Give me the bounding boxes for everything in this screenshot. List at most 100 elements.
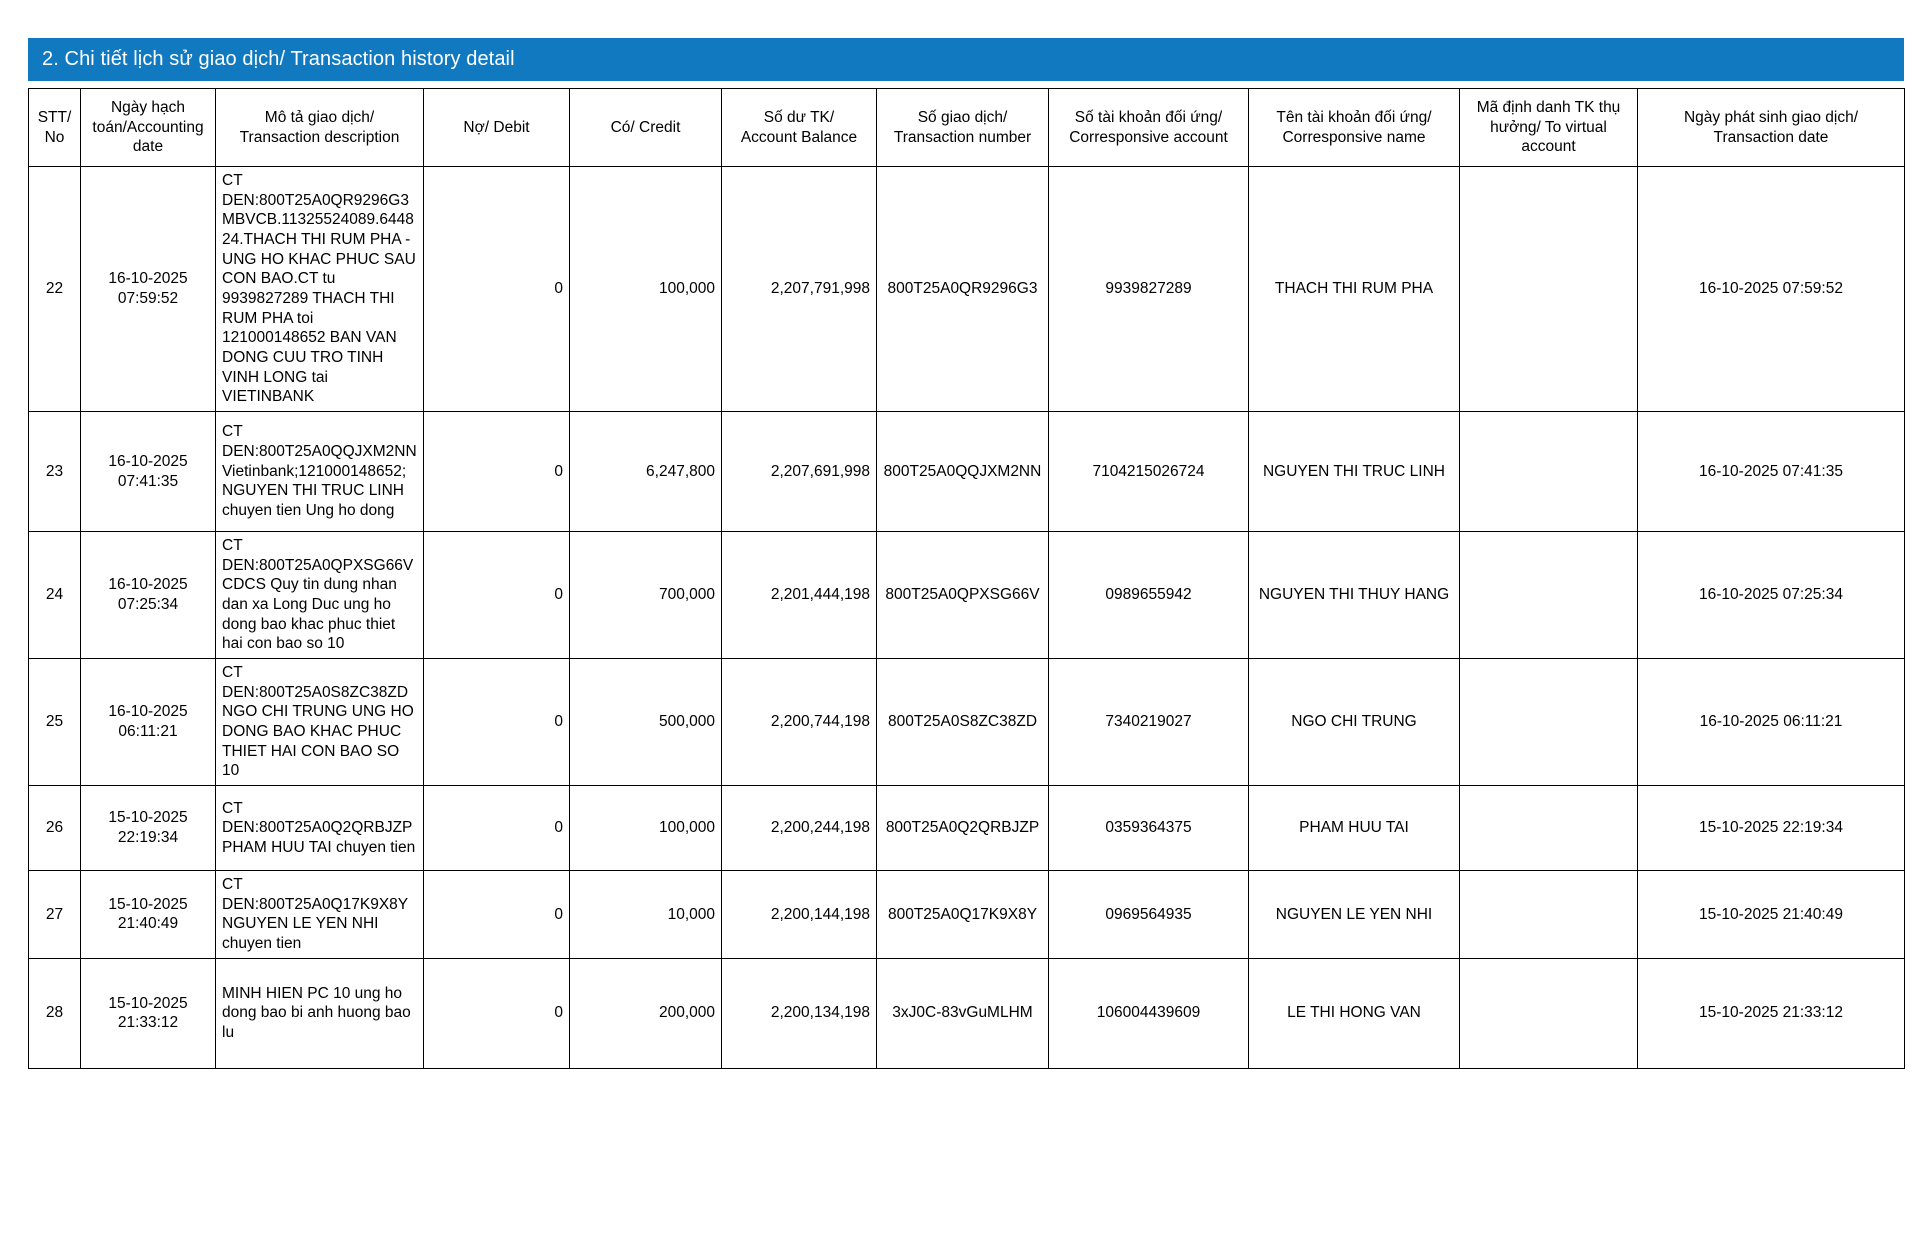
table-row: 27 15-10-2025 21:40:49 CT DEN:800T25A0Q17K…	[28, 870, 1905, 959]
cell-debit: 0	[423, 785, 570, 872]
cell-description: MINH HIEN PC 10 ung ho dong bao bi anh h…	[215, 957, 424, 1069]
cell-credit: 700,000	[569, 531, 722, 660]
cell-stt: 28	[28, 957, 81, 1069]
cell-corresponsive-account: 106004439609	[1048, 957, 1249, 1069]
column-header-accounting-date: Ngày hạch toán/Accounting date	[80, 87, 216, 168]
cell-transaction-date: 16-10-2025 06:11:21	[1637, 658, 1905, 787]
cell-accounting-date: 15-10-2025 21:33:12	[80, 957, 216, 1069]
table-row: 22 16-10-2025 07:59:52 CT DEN:800T25A0QR92…	[28, 166, 1905, 413]
cell-debit: 0	[423, 531, 570, 660]
cell-virtual-account	[1459, 166, 1638, 413]
cell-corresponsive-name: THACH THI RUM PHA	[1248, 166, 1460, 413]
cell-description: CT DEN:800T25A0QR9296G3 MBVCB.1132552408…	[215, 166, 424, 413]
cell-virtual-account	[1459, 785, 1638, 872]
cell-debit: 0	[423, 411, 570, 533]
cell-accounting-date: 16-10-2025 07:41:35	[80, 411, 216, 533]
cell-transaction-date: 16-10-2025 07:25:34	[1637, 531, 1905, 660]
cell-stt: 25	[28, 658, 81, 787]
table-row: 24 16-10-2025 07:25:34 CT DEN:800T25A0QPXS…	[28, 531, 1905, 660]
cell-corresponsive-name: NGO CHI TRUNG	[1248, 658, 1460, 787]
cell-stt: 22	[28, 166, 81, 413]
cell-balance: 2,207,691,998	[721, 411, 877, 533]
cell-credit: 100,000	[569, 166, 722, 413]
cell-stt: 27	[28, 870, 81, 959]
cell-corresponsive-account: 0969564935	[1048, 870, 1249, 959]
table-body: 22 16-10-2025 07:59:52 CT DEN:800T25A0QR92…	[28, 166, 1905, 1069]
column-header-balance: Số dư TK/ Account Balance	[721, 87, 877, 168]
cell-transaction-date: 15-10-2025 22:19:34	[1637, 785, 1905, 872]
cell-description: CT DEN:800T25A0QQJXM2NN Vietinbank;12100…	[215, 411, 424, 533]
cell-corresponsive-account: 0989655942	[1048, 531, 1249, 660]
column-header-stt: STT/ No	[28, 87, 81, 168]
cell-accounting-date: 15-10-2025 21:40:49	[80, 870, 216, 959]
column-header-corresponsive-account: Số tài khoản đối ứng/ Corresponsive acco…	[1048, 87, 1249, 168]
cell-balance: 2,200,744,198	[721, 658, 877, 787]
cell-debit: 0	[423, 957, 570, 1069]
cell-balance: 2,201,444,198	[721, 531, 877, 660]
cell-virtual-account	[1459, 411, 1638, 533]
cell-transaction-number: 800T25A0Q17K9X8Y	[876, 870, 1049, 959]
cell-debit: 0	[423, 166, 570, 413]
column-header-transaction-date: Ngày phát sinh giao dịch/ Transaction da…	[1637, 87, 1905, 168]
cell-credit: 10,000	[569, 870, 722, 959]
cell-credit: 500,000	[569, 658, 722, 787]
cell-accounting-date: 15-10-2025 22:19:34	[80, 785, 216, 872]
transaction-history-table: STT/ No Ngày hạch toán/Accounting date M…	[28, 87, 1905, 1069]
cell-virtual-account	[1459, 658, 1638, 787]
cell-virtual-account	[1459, 957, 1638, 1069]
cell-description: CT DEN:800T25A0S8ZC38ZD NGO CHI TRUNG UN…	[215, 658, 424, 787]
cell-stt: 23	[28, 411, 81, 533]
column-header-virtual-account: Mã định danh TK thụ hưởng/ To virtual ac…	[1459, 87, 1638, 168]
cell-corresponsive-account: 9939827289	[1048, 166, 1249, 413]
cell-transaction-date: 16-10-2025 07:41:35	[1637, 411, 1905, 533]
table-row: 23 16-10-2025 07:41:35 CT DEN:800T25A0QQJX…	[28, 411, 1905, 533]
cell-corresponsive-name: PHAM HUU TAI	[1248, 785, 1460, 872]
cell-corresponsive-account: 0359364375	[1048, 785, 1249, 872]
cell-debit: 0	[423, 658, 570, 787]
cell-credit: 200,000	[569, 957, 722, 1069]
cell-corresponsive-name: LE THI HONG VAN	[1248, 957, 1460, 1069]
cell-accounting-date: 16-10-2025 07:59:52	[80, 166, 216, 413]
cell-balance: 2,200,144,198	[721, 870, 877, 959]
cell-balance: 2,200,134,198	[721, 957, 877, 1069]
cell-credit: 100,000	[569, 785, 722, 872]
cell-stt: 26	[28, 785, 81, 872]
cell-virtual-account	[1459, 870, 1638, 959]
cell-balance: 2,207,791,998	[721, 166, 877, 413]
cell-transaction-number: 800T25A0QR9296G3	[876, 166, 1049, 413]
cell-transaction-date: 15-10-2025 21:33:12	[1637, 957, 1905, 1069]
table-row: 25 16-10-2025 06:11:21 CT DEN:800T25A0S8ZC…	[28, 658, 1905, 787]
column-header-corresponsive-name: Tên tài khoản đối ứng/ Corresponsive nam…	[1248, 87, 1460, 168]
column-header-credit: Có/ Credit	[569, 87, 722, 168]
cell-description: CT DEN:800T25A0Q2QRBJZP PHAM HUU TAI chu…	[215, 785, 424, 872]
cell-transaction-number: 800T25A0Q2QRBJZP	[876, 785, 1049, 872]
cell-transaction-number: 800T25A0S8ZC38ZD	[876, 658, 1049, 787]
cell-virtual-account	[1459, 531, 1638, 660]
cell-accounting-date: 16-10-2025 07:25:34	[80, 531, 216, 660]
cell-transaction-number: 3xJ0C-83vGuMLHM	[876, 957, 1049, 1069]
cell-balance: 2,200,244,198	[721, 785, 877, 872]
cell-transaction-number: 800T25A0QQJXM2NN	[876, 411, 1049, 533]
table-row: 28 15-10-2025 21:33:12 MINH HIEN PC 10 ung…	[28, 957, 1905, 1069]
table-header-row: STT/ No Ngày hạch toán/Accounting date M…	[28, 87, 1905, 168]
cell-description: CT DEN:800T25A0QPXSG66V CDCS Quy tin dun…	[215, 531, 424, 660]
cell-stt: 24	[28, 531, 81, 660]
cell-accounting-date: 16-10-2025 06:11:21	[80, 658, 216, 787]
cell-transaction-number: 800T25A0QPXSG66V	[876, 531, 1049, 660]
cell-corresponsive-name: NGUYEN LE YEN NHI	[1248, 870, 1460, 959]
column-header-transaction-number: Số giao dịch/ Transaction number	[876, 87, 1049, 168]
section-banner: 2. Chi tiết lịch sử giao dịch/ Transacti…	[28, 38, 1904, 81]
table-row: 26 15-10-2025 22:19:34 CT DEN:800T25A0Q2QR…	[28, 785, 1905, 872]
cell-corresponsive-account: 7104215026724	[1048, 411, 1249, 533]
cell-debit: 0	[423, 870, 570, 959]
column-header-debit: Nợ/ Debit	[423, 87, 570, 168]
cell-corresponsive-account: 7340219027	[1048, 658, 1249, 787]
cell-description: CT DEN:800T25A0Q17K9X8Y NGUYEN LE YEN NH…	[215, 870, 424, 959]
column-header-description: Mô tả giao dịch/ Transaction description	[215, 87, 424, 168]
cell-transaction-date: 16-10-2025 07:59:52	[1637, 166, 1905, 413]
cell-transaction-date: 15-10-2025 21:40:49	[1637, 870, 1905, 959]
cell-credit: 6,247,800	[569, 411, 722, 533]
cell-corresponsive-name: NGUYEN THI THUY HANG	[1248, 531, 1460, 660]
cell-corresponsive-name: NGUYEN THI TRUC LINH	[1248, 411, 1460, 533]
